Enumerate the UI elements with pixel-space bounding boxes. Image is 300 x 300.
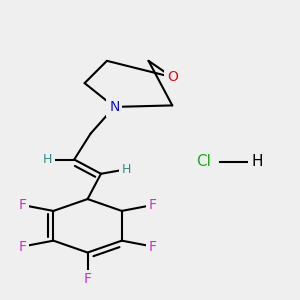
Text: F: F: [18, 240, 26, 254]
Text: F: F: [84, 272, 92, 286]
Text: N: N: [109, 100, 119, 114]
Text: H: H: [43, 153, 52, 166]
Text: O: O: [167, 70, 178, 84]
Text: Cl: Cl: [196, 154, 211, 169]
Text: H: H: [122, 163, 131, 176]
Text: F: F: [149, 240, 157, 254]
Text: H: H: [251, 154, 263, 169]
Text: F: F: [18, 198, 26, 212]
Text: F: F: [149, 198, 157, 212]
